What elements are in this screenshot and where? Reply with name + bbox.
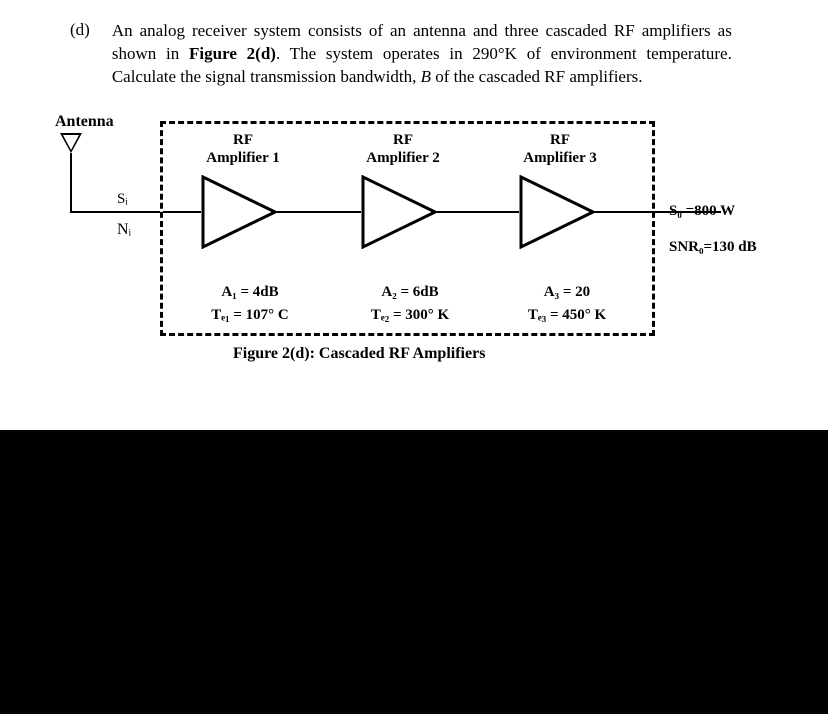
diagram: Antenna Sᵢ Nᵢ RF Amplifier 1 RF Amplifier … bbox=[55, 113, 768, 373]
output-power: S₀ =800 W bbox=[669, 193, 757, 229]
stage3-line2: Amplifier 3 bbox=[523, 150, 596, 166]
feedline-horizontal bbox=[70, 211, 160, 213]
wire-in bbox=[163, 211, 201, 213]
stage-2-title: RF Amplifier 2 bbox=[333, 131, 473, 167]
stage2-te: Tₑ₂ = 300° K bbox=[335, 304, 485, 327]
stage1-gain: A₁ = 4dB bbox=[175, 281, 325, 304]
question-label: (d) bbox=[70, 20, 90, 40]
figure-ref: Figure 2(d) bbox=[189, 44, 276, 63]
question-text: An analog receiver system consists of an… bbox=[112, 20, 732, 89]
stage1-te: Tₑ₁ = 107° C bbox=[175, 304, 325, 327]
antenna-icon bbox=[60, 133, 82, 153]
output-snr: SNR₀=130 dB bbox=[669, 229, 757, 265]
input-signal-label: Sᵢ bbox=[117, 191, 128, 208]
feedline-vertical bbox=[70, 153, 72, 213]
page: (d) An analog receiver system consists o… bbox=[0, 0, 828, 430]
output-labels: S₀ =800 W SNR₀=130 dB bbox=[669, 193, 757, 265]
qtext-part3: of the cascaded RF amplifiers. bbox=[431, 67, 643, 86]
stage3-line1: RF bbox=[550, 132, 570, 148]
stage-2-params: A₂ = 6dB Tₑ₂ = 300° K bbox=[335, 281, 485, 328]
stage-1-title: RF Amplifier 1 bbox=[173, 131, 313, 167]
stage2-line2: Amplifier 2 bbox=[366, 150, 439, 166]
amplifier-3-icon bbox=[519, 175, 595, 249]
amplifier-1-icon bbox=[201, 175, 277, 249]
wire-1-2 bbox=[277, 211, 361, 213]
stage1-line2: Amplifier 1 bbox=[206, 150, 279, 166]
stage-3-title: RF Amplifier 3 bbox=[490, 131, 630, 167]
stage3-gain: A₃ = 20 bbox=[492, 281, 642, 304]
antenna-label: Antenna bbox=[55, 113, 114, 131]
stage-1-params: A₁ = 4dB Tₑ₁ = 107° C bbox=[175, 281, 325, 328]
question-block: (d) An analog receiver system consists o… bbox=[70, 20, 768, 89]
stage3-te: Tₑ₃ = 450° K bbox=[492, 304, 642, 327]
amplifier-2-icon bbox=[361, 175, 437, 249]
wire-2-3 bbox=[437, 211, 519, 213]
input-noise-label: Nᵢ bbox=[117, 221, 131, 239]
stage2-gain: A₂ = 6dB bbox=[335, 281, 485, 304]
stage-3-params: A₃ = 20 Tₑ₃ = 450° K bbox=[492, 281, 642, 328]
stage1-line1: RF bbox=[233, 132, 253, 148]
stage2-line1: RF bbox=[393, 132, 413, 148]
figure-caption: Figure 2(d): Cascaded RF Amplifiers bbox=[233, 345, 485, 363]
variable-B: B bbox=[421, 67, 431, 86]
